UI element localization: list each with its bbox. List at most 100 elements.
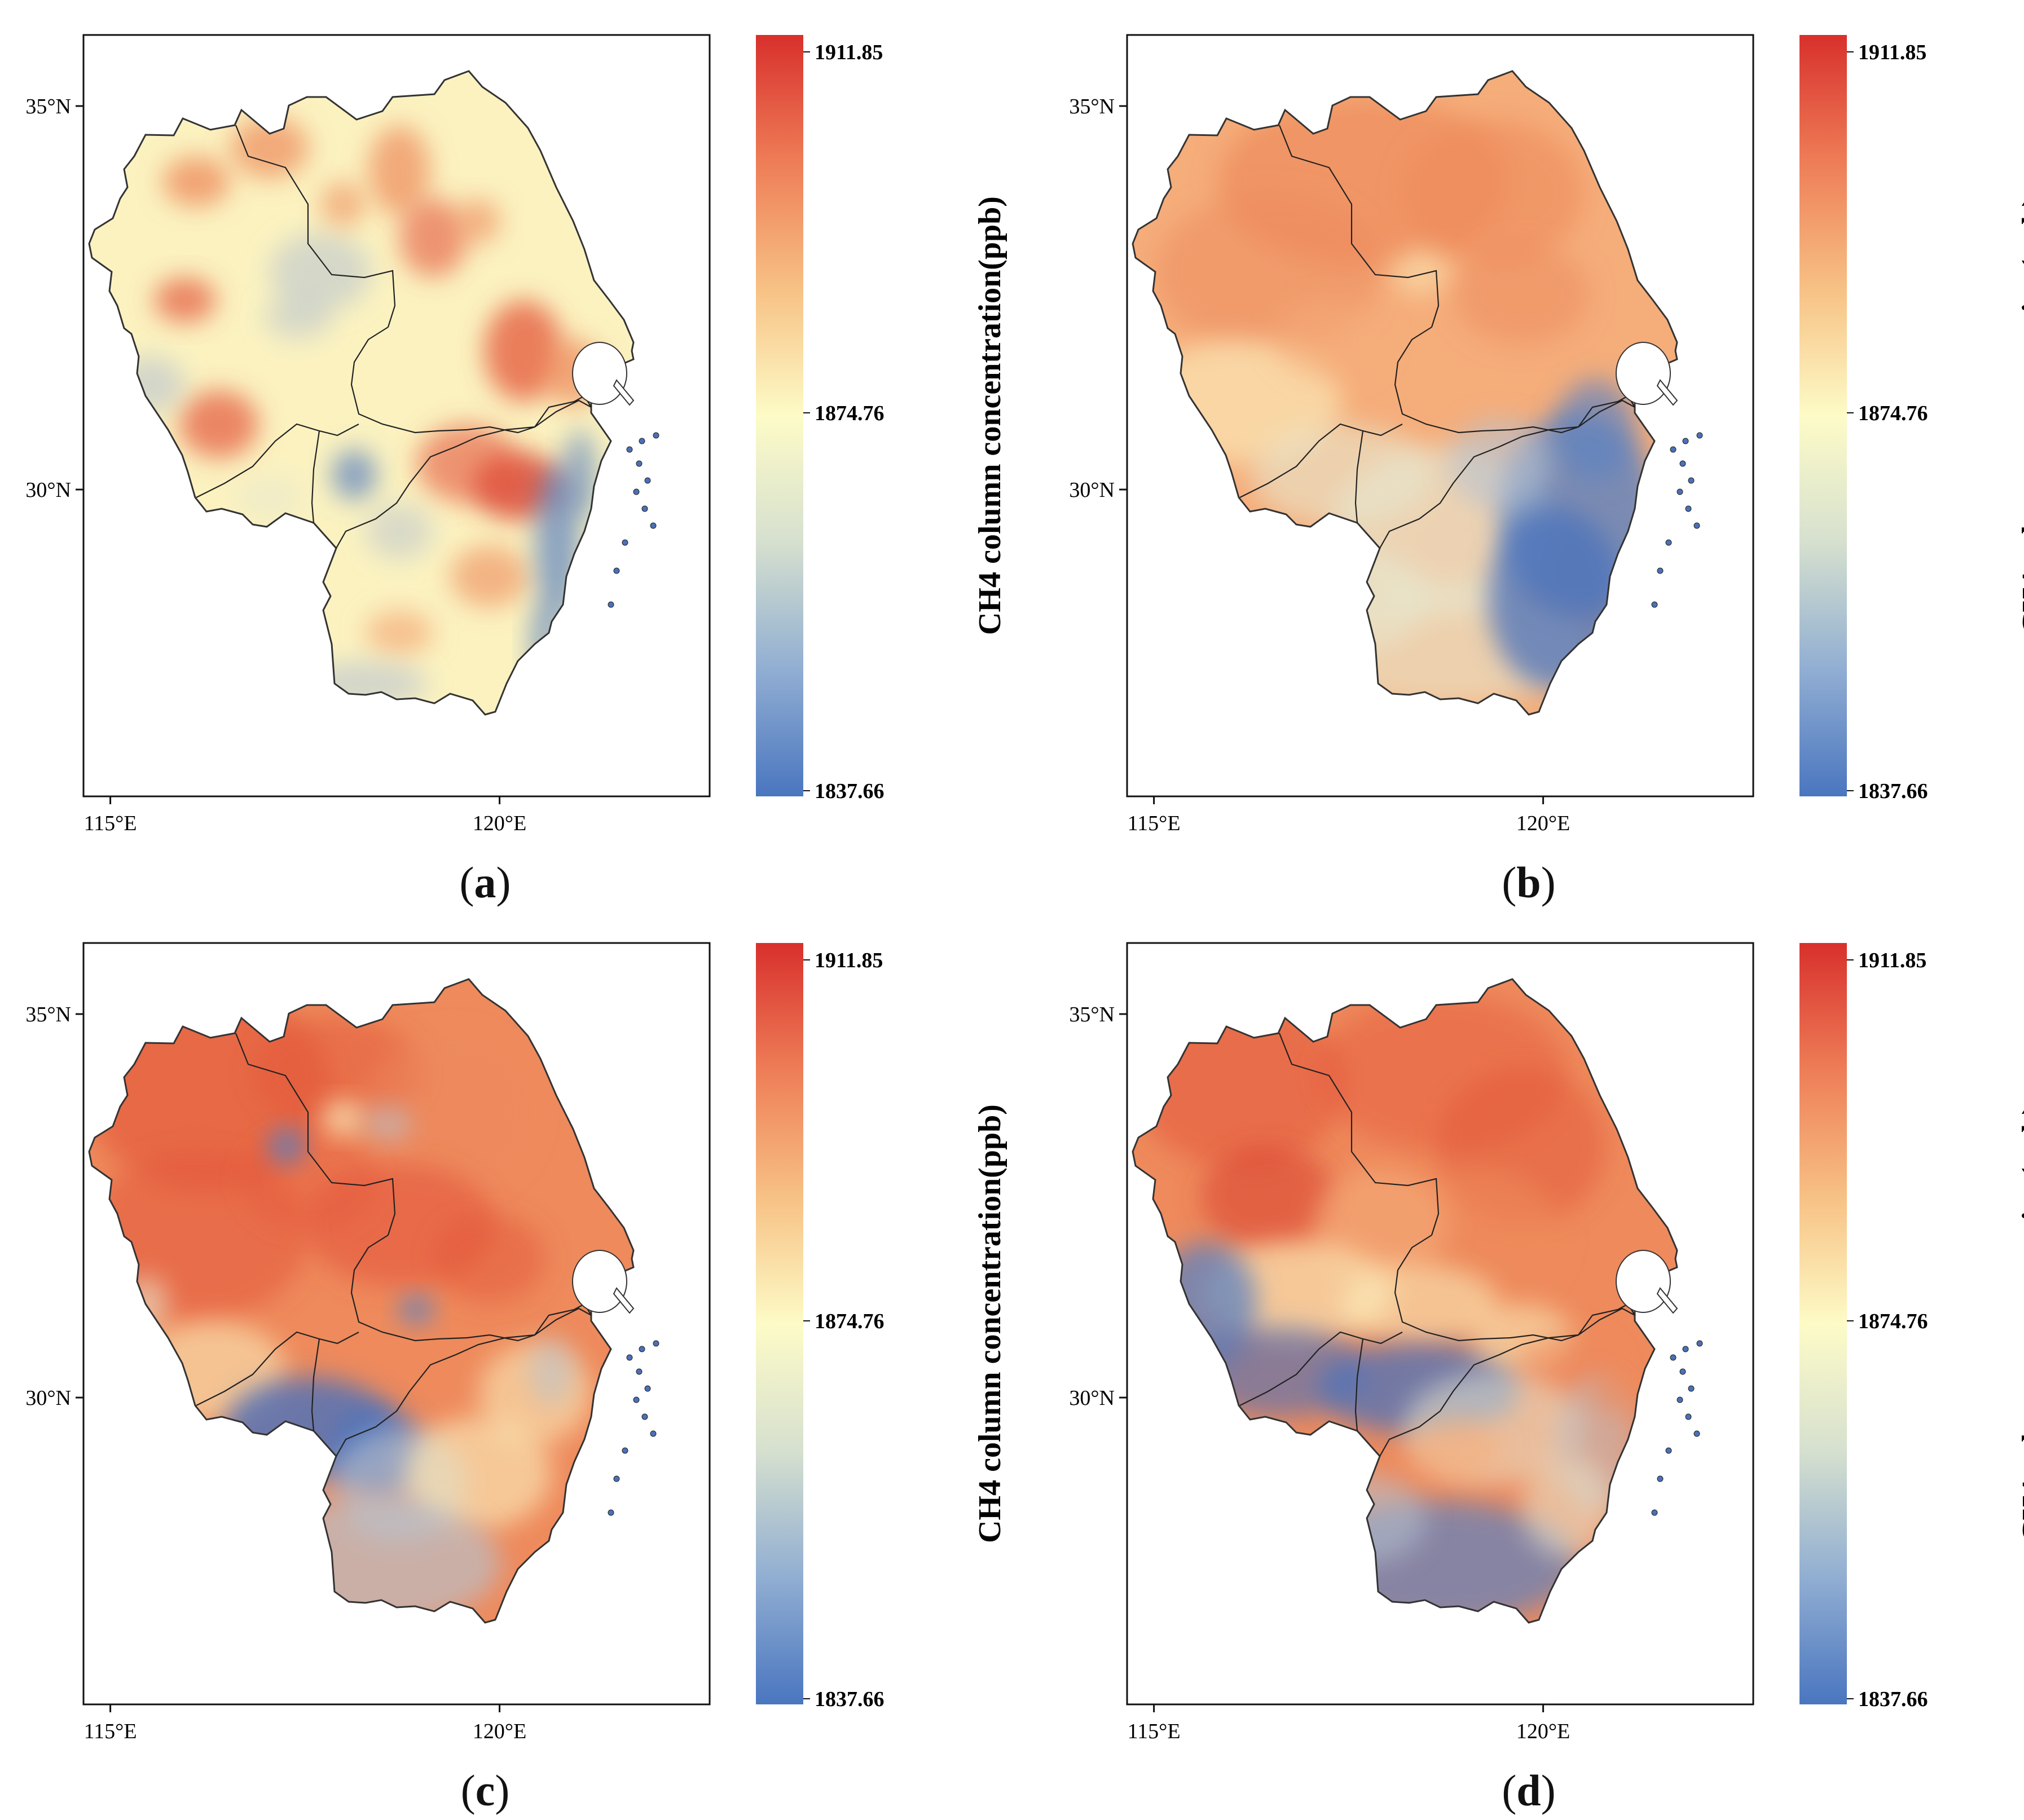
island-dot <box>636 1368 643 1375</box>
island-dot <box>1685 505 1692 512</box>
region-outline <box>88 70 635 716</box>
island-dot <box>1657 1475 1664 1482</box>
hotspot-blob <box>320 182 366 227</box>
x-tick-label: 120°E <box>473 812 526 835</box>
hotspot-blob <box>236 475 303 520</box>
colorbar-tick-label: 1911.85 <box>815 41 883 64</box>
island-dot <box>650 522 657 529</box>
island-dot <box>641 505 648 512</box>
panel-a: 115°E 120°E 35°N 30°N 1911.85 1874.76 1837.66 C… <box>25 34 1007 835</box>
hotspot-blob <box>179 390 258 458</box>
island-dot <box>613 1475 620 1482</box>
x-tick-label: 120°E <box>1516 812 1570 835</box>
x-tick-label: 115°E <box>1128 812 1181 835</box>
hotspot-blob <box>1341 1264 1499 1343</box>
hotspot-blob <box>1454 244 1590 345</box>
hotspot-blob <box>264 294 332 340</box>
province-border <box>1239 423 1403 498</box>
island-dot <box>1665 539 1672 546</box>
region-outline <box>88 978 635 1624</box>
colorbar <box>756 943 803 1704</box>
hotspot-blob <box>1392 249 1449 294</box>
colorbar-tick-label: 1837.66 <box>1858 779 1928 803</box>
province-border <box>350 1235 592 1342</box>
hotspot-blob <box>456 199 501 244</box>
island-dot <box>636 460 643 467</box>
island-dot <box>1693 1430 1700 1437</box>
island-dot <box>1657 567 1664 574</box>
island-dot <box>1665 1447 1672 1454</box>
x-tick-label: 115°E <box>1128 1720 1181 1743</box>
hotspot-blob <box>529 1338 574 1405</box>
hotspot-blob <box>154 277 216 323</box>
island-dot <box>633 1396 640 1403</box>
province-border <box>235 1033 396 1236</box>
panel-label-c: (c) <box>460 1766 510 1815</box>
island-dot <box>1677 488 1683 495</box>
colorbar-tick-label: 1837.66 <box>1858 1687 1928 1711</box>
island-dot <box>1688 477 1695 484</box>
hotspot-blob <box>320 1101 366 1135</box>
panel-b: 115°E 120°E 35°N 30°N 1911.85 1874.76 1837.66 C… <box>1069 34 2024 835</box>
province-border <box>1278 125 1440 328</box>
x-tick-label: 115°E <box>84 1720 137 1743</box>
province-border <box>235 125 396 328</box>
province-border <box>196 1331 359 1406</box>
hotspot-blob <box>1274 300 1387 379</box>
river-mouth <box>613 1287 635 1314</box>
lake-taihu <box>572 342 627 405</box>
colorbar-tick-label: 1874.76 <box>815 1310 885 1333</box>
province-border <box>1379 1334 1579 1457</box>
hotspot-blob <box>230 117 309 179</box>
island-dot <box>1670 1354 1677 1361</box>
river-mouth <box>1656 379 1678 406</box>
province-border <box>1239 1331 1403 1406</box>
y-tick-label: 35°N <box>25 95 71 118</box>
island-dot <box>608 1509 614 1516</box>
panel-d: 115°E 120°E 35°N 30°N 1911.85 1874.76 1837.66 C… <box>1069 942 2024 1743</box>
hotspot-blob <box>1200 1146 1336 1248</box>
region-outline <box>1132 978 1678 1624</box>
island-dot <box>1651 1509 1658 1516</box>
colorbar-tick-label: 1911.85 <box>815 949 883 972</box>
colorbar-title: CH4 column concentration(ppb) <box>2016 1104 2024 1543</box>
colorbar-title: CH4 column concentration(ppb) <box>2016 196 2024 635</box>
hotspot-blob <box>563 430 597 520</box>
colorbar-tick-label: 1837.66 <box>815 1687 885 1711</box>
colorbar-tick-label: 1911.85 <box>1858 949 1926 972</box>
hotspot-blob <box>484 300 563 402</box>
island-dot <box>1682 1346 1689 1352</box>
colorbar-title: CH4 column concentration(ppb) <box>973 1104 1007 1543</box>
hotspot-blob <box>332 450 377 500</box>
island-dot <box>650 1430 657 1437</box>
x-tick-label: 120°E <box>1516 1720 1570 1743</box>
province-border <box>1394 327 1635 434</box>
island-dot <box>639 438 645 444</box>
island-dot <box>644 1385 651 1392</box>
colorbar-title: CH4 column concentration(ppb) <box>973 196 1007 635</box>
colorbar <box>1799 943 1847 1704</box>
province-border <box>1394 1235 1635 1342</box>
province-border <box>1354 430 1364 523</box>
hotspot-blob <box>162 156 230 207</box>
island-dot <box>622 1447 628 1454</box>
island-dot <box>1696 432 1703 439</box>
province-border <box>196 423 359 498</box>
panel-c: 115°E 120°E 35°N 30°N 1911.85 1874.76 1837.66 C… <box>25 942 1007 1743</box>
y-tick-label: 30°N <box>1069 478 1115 502</box>
island-dot <box>613 567 620 574</box>
island-dot <box>1677 1396 1683 1403</box>
lake-taihu <box>572 1250 627 1313</box>
hotspot-blob <box>368 125 430 215</box>
province-border <box>1354 1338 1364 1431</box>
province-border <box>1379 426 1579 549</box>
island-dot <box>1679 460 1686 467</box>
province-border <box>1278 1033 1440 1236</box>
island-dot <box>644 477 651 484</box>
island-dot <box>626 1354 633 1361</box>
lake-taihu <box>1616 1250 1671 1313</box>
hotspot-blob <box>450 545 529 607</box>
province-border <box>336 1334 535 1457</box>
hotspot-blob <box>241 1129 377 1231</box>
